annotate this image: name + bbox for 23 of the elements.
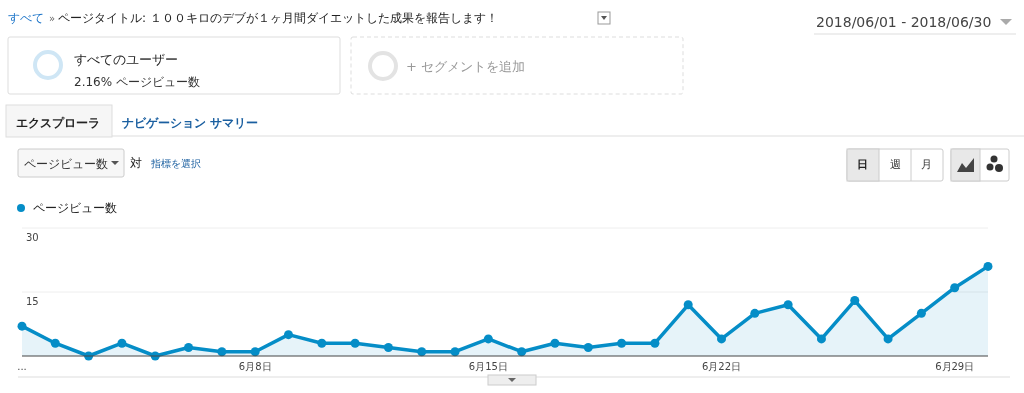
x-tick-label: 6月29日 xyxy=(935,361,975,372)
text: エクスプローラ xyxy=(16,116,100,130)
text: + セグメントを追加 xyxy=(406,59,526,74)
text: 日 xyxy=(856,158,868,171)
y-tick-label: 30 xyxy=(26,232,39,243)
text: 指標を選択 xyxy=(150,158,201,169)
chart-title: ページタイトル: １００キロのデブが１ヶ月間ダイエットした成果を報告します！ xyxy=(58,11,498,25)
x-tick-label: 6月22日 xyxy=(701,361,742,372)
text: 対 xyxy=(130,156,142,170)
x-tick-label: 6月8日 xyxy=(238,361,272,372)
x-tick-label: 6月15日 xyxy=(468,361,508,372)
text: 月 xyxy=(920,158,932,171)
x-tick-label: ... xyxy=(17,361,27,372)
text: 2018/06/01 - 2018/06/30 xyxy=(816,14,992,30)
legend-label: ページビュー数 xyxy=(33,201,117,215)
text: 週 xyxy=(889,158,901,171)
text: ページビュー数 xyxy=(24,157,108,171)
text: ナビゲーション サマリー xyxy=(122,116,259,130)
text: 2.16% ページビュー数 xyxy=(74,75,200,89)
text: すべて xyxy=(8,11,44,25)
text: すべてのユーザー xyxy=(74,52,178,67)
text: » xyxy=(49,13,56,24)
y-tick-label: 15 xyxy=(26,296,39,307)
